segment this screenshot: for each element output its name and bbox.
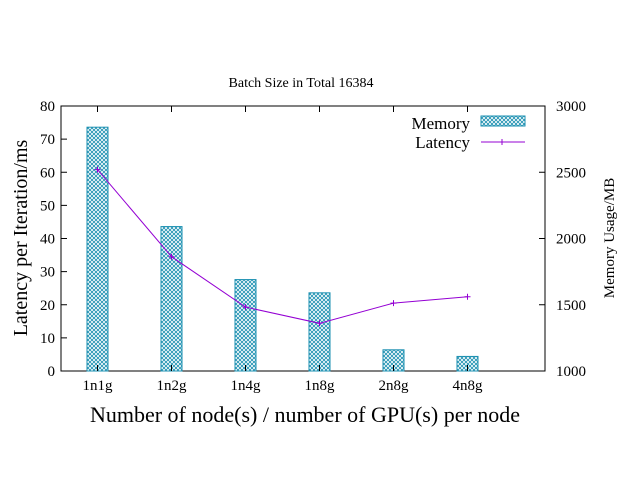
memory-bar <box>308 292 331 372</box>
y-tick-label: 40 <box>40 232 55 248</box>
y-tick-label: 50 <box>40 198 55 214</box>
memory-bars <box>86 126 479 372</box>
y-axis-ticks: 0 10 20 30 40 50 60 70 80 <box>40 99 67 380</box>
latency-line-group <box>94 166 471 327</box>
y2-axis-label: Memory Usage/MB <box>602 178 618 298</box>
x-tick-label: 1n8g <box>305 378 336 394</box>
x-axis-ticks: 1n1g 1n2g 1n4g 1n8g 2n8g 4n8g <box>83 106 484 394</box>
y2-axis-ticks: 1000 1500 2000 2500 3000 <box>539 99 586 380</box>
y-tick-label: 30 <box>40 265 55 281</box>
x-tick-label: 1n4g <box>231 378 262 394</box>
y-tick-label: 20 <box>40 298 55 314</box>
latency-point <box>168 253 175 260</box>
x-tick-label: 1n2g <box>157 378 188 394</box>
y-tick-label: 70 <box>40 132 55 148</box>
x-tick-label: 1n1g <box>83 378 114 394</box>
plot-border <box>60 105 546 372</box>
legend-label-memory: Memory <box>411 114 470 133</box>
legend-label-latency: Latency <box>415 133 470 152</box>
y2-tick-label: 3000 <box>556 99 586 115</box>
y-tick-label: 10 <box>40 331 55 347</box>
latency-point <box>464 293 471 300</box>
y2-tick-label: 2500 <box>556 165 586 181</box>
latency-point <box>242 304 249 311</box>
chart-title: Batch Size in Total 16384 <box>229 76 374 91</box>
y2-tick-label: 2000 <box>556 232 586 248</box>
y2-tick-label: 1000 <box>556 364 586 380</box>
memory-bar <box>86 126 109 372</box>
x-tick-label: 4n8g <box>453 378 484 394</box>
y-tick-label: 80 <box>40 99 55 115</box>
y2-tick-label: 1500 <box>556 298 586 314</box>
latency-point <box>316 320 323 327</box>
y-axis-label: Latency per Iteration/ms <box>10 139 32 336</box>
y-tick-label: 60 <box>40 165 55 181</box>
y-tick-label: 0 <box>48 364 56 380</box>
legend-swatch-memory <box>480 115 526 127</box>
latency-point <box>390 300 397 307</box>
latency-line <box>97 169 468 324</box>
legend-marker-latency <box>499 139 505 145</box>
x-tick-label: 2n8g <box>379 378 410 394</box>
x-axis-label: Number of node(s) / number of GPU(s) per… <box>90 402 520 427</box>
plot-frame <box>60 105 546 372</box>
memory-bar <box>234 279 257 372</box>
legend: Memory Latency <box>411 114 526 152</box>
latency-point <box>94 166 101 173</box>
